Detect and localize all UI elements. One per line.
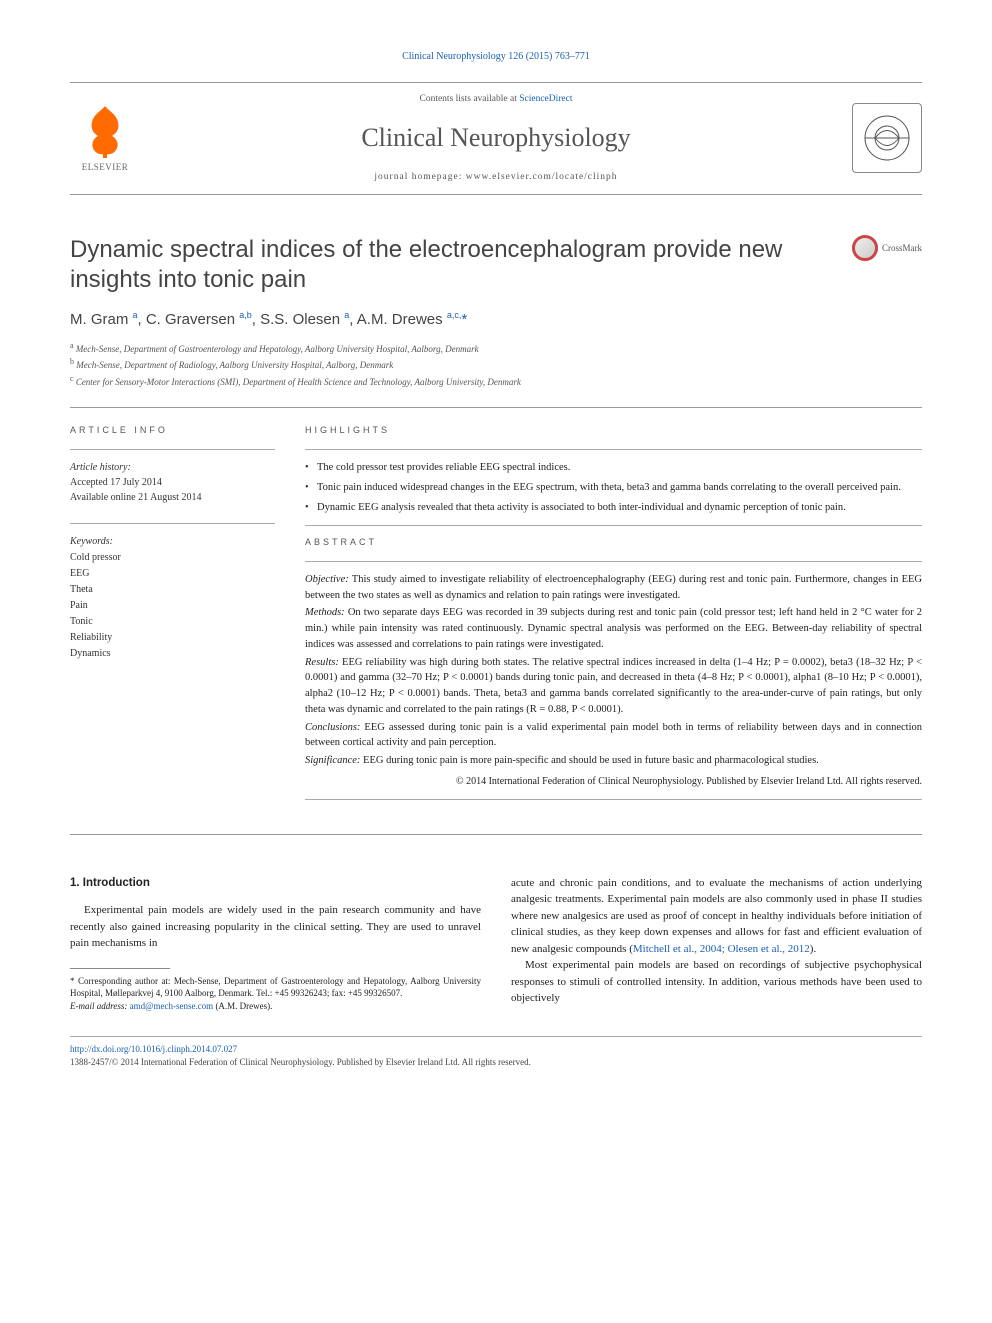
abstract-significance-text: EEG during tonic pain is more pain-speci… [363, 755, 819, 766]
email-label: E-mail address: [70, 1001, 127, 1011]
society-logo [852, 103, 922, 173]
history-heading: Article history: [70, 462, 131, 473]
crossmark-label: CrossMark [882, 242, 922, 255]
thin-rule [70, 523, 275, 524]
info-abstract-row: ARTICLE INFO Article history: Accepted 1… [70, 424, 922, 809]
crossmark-badge-icon [852, 235, 878, 261]
thin-rule [305, 525, 922, 526]
keyword-item: Tonic [70, 616, 93, 627]
society-emblem-icon [862, 113, 912, 163]
highlight-item: Dynamic EEG analysis revealed that theta… [305, 500, 922, 516]
bottom-bar: http://dx.doi.org/10.1016/j.clinph.2014.… [70, 1036, 922, 1068]
intro-paragraph-1-cont: acute and chronic pain conditions, and t… [511, 875, 922, 958]
highlight-item: Tonic pain induced widespread changes in… [305, 480, 922, 496]
abstract-objective-text: This study aimed to investigate reliabil… [305, 574, 922, 601]
thin-rule [70, 449, 275, 450]
corresponding-author: * Corresponding author at: Mech-Sense, D… [70, 975, 481, 1000]
homepage-url[interactable]: www.elsevier.com/locate/clinph [466, 172, 618, 182]
email-owner: (A.M. Drewes). [213, 1001, 272, 1011]
abstract-objective: Objective: This study aimed to investiga… [305, 572, 922, 604]
affiliations: a Mech-Sense, Department of Gastroentero… [70, 340, 922, 390]
body-column-left: 1. Introduction Experimental pain models… [70, 875, 481, 1013]
abstract-conclusions: Conclusions: EEG assessed during tonic p… [305, 720, 922, 752]
thin-rule [305, 449, 922, 450]
intro-paragraph-2: Most experimental pain models are based … [511, 957, 922, 1007]
article-history: Article history: Accepted 17 July 2014 A… [70, 460, 275, 505]
keywords-list: Cold pressor EEG Theta Pain Tonic Reliability… [70, 552, 121, 659]
highlights-list: The cold pressor test provides reliable … [305, 460, 922, 515]
banner-center: Contents lists available at ScienceDirec… [140, 93, 852, 184]
corresponding-email-link[interactable]: amd@mech-sense.com [130, 1001, 214, 1011]
abstract-body: Objective: This study aimed to investiga… [305, 572, 922, 789]
article-info-column: ARTICLE INFO Article history: Accepted 1… [70, 424, 275, 809]
abstract-conclusions-text: EEG assessed during tonic pain is a vali… [305, 722, 922, 749]
email-line: E-mail address: amd@mech-sense.com (A.M.… [70, 1000, 481, 1013]
header-banner: ELSEVIER Contents lists available at Sci… [70, 82, 922, 195]
footnote-rule [70, 968, 170, 969]
keyword-item: Dynamics [70, 648, 111, 659]
keywords-block: Keywords: Cold pressor EEG Theta Pain Tonic R… [70, 534, 275, 662]
citation-link[interactable]: Mitchell et al., 2004; Olesen et al., 20… [633, 943, 810, 955]
issn-copyright: 1388-2457/© 2014 International Federatio… [70, 1057, 531, 1067]
elsevier-logo[interactable]: ELSEVIER [70, 98, 140, 178]
abstract-significance: Significance: EEG during tonic pain is m… [305, 753, 922, 769]
title-row: Dynamic spectral indices of the electroe… [70, 235, 922, 295]
separator-rule [70, 834, 922, 835]
crossmark-widget[interactable]: CrossMark [852, 235, 922, 261]
keyword-item: Theta [70, 584, 93, 595]
body-columns: 1. Introduction Experimental pain models… [70, 875, 922, 1013]
col2-p1-post: ). [810, 943, 816, 955]
highlights-label: HIGHLIGHTS [305, 424, 922, 437]
highlights-block: The cold pressor test provides reliable … [305, 460, 922, 515]
journal-reference: Clinical Neurophysiology 126 (2015) 763–… [70, 50, 922, 64]
elsevier-tree-icon [80, 104, 130, 159]
abstract-methods-text: On two separate days EEG was recorded in… [305, 607, 922, 650]
contents-lists-line: Contents lists available at ScienceDirec… [140, 93, 852, 106]
abstract-results: Results: EEG reliability was high during… [305, 655, 922, 718]
keyword-item: Reliability [70, 632, 112, 643]
journal-homepage: journal homepage: www.elsevier.com/locat… [140, 171, 852, 184]
body-column-right: acute and chronic pain conditions, and t… [511, 875, 922, 1013]
homepage-prefix: journal homepage: [374, 172, 465, 182]
sciencedirect-link[interactable]: ScienceDirect [519, 94, 572, 104]
thin-rule [305, 799, 922, 800]
authors-line: M. Gram a, C. Graversen a,b, S.S. Olesen… [70, 309, 922, 330]
abstract-column: HIGHLIGHTS The cold pressor test provide… [305, 424, 922, 809]
keyword-item: Cold pressor [70, 552, 121, 563]
keyword-item: EEG [70, 568, 89, 579]
elsevier-text: ELSEVIER [82, 161, 129, 174]
contents-prefix: Contents lists available at [419, 94, 519, 104]
abstract-results-text: EEG reliability was high during both sta… [305, 657, 922, 715]
separator-rule [70, 407, 922, 408]
online-date: Available online 21 August 2014 [70, 492, 201, 503]
keyword-item: Pain [70, 600, 88, 611]
corr-label: * Corresponding author at: [70, 976, 170, 986]
section-heading-introduction: 1. Introduction [70, 875, 481, 892]
accepted-date: Accepted 17 July 2014 [70, 477, 162, 488]
intro-paragraph-1: Experimental pain models are widely used… [70, 902, 481, 952]
abstract-methods: Methods: On two separate days EEG was re… [305, 605, 922, 652]
doi-link[interactable]: http://dx.doi.org/10.1016/j.clinph.2014.… [70, 1044, 237, 1054]
footnotes: * Corresponding author at: Mech-Sense, D… [70, 975, 481, 1013]
keywords-heading: Keywords: [70, 536, 113, 547]
highlight-item: The cold pressor test provides reliable … [305, 460, 922, 476]
article-info-label: ARTICLE INFO [70, 424, 275, 437]
journal-title: Clinical Neurophysiology [140, 120, 852, 156]
thin-rule [305, 561, 922, 562]
article-title: Dynamic spectral indices of the electroe… [70, 235, 832, 295]
copyright-line: © 2014 International Federation of Clini… [305, 775, 922, 789]
abstract-label: ABSTRACT [305, 536, 922, 549]
